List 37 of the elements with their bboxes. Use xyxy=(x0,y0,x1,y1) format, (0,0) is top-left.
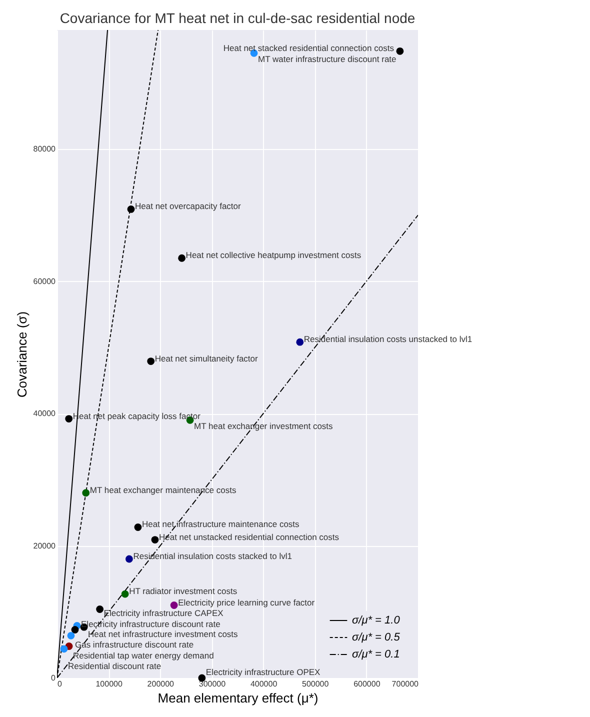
annotation: HT radiator investment costs xyxy=(129,586,238,596)
annotation: Electricity price learning curve factor xyxy=(178,597,315,608)
legend-label: σ/μ* = 0.1 xyxy=(352,648,400,660)
y-tick-label: 60000 xyxy=(33,276,56,286)
x-tick-label: 400000 xyxy=(250,680,278,688)
y-tick-label: 20000 xyxy=(33,541,56,550)
x-tick-label: 600000 xyxy=(354,680,381,688)
annotation: Heat net infrastructure maintenance costs xyxy=(142,519,300,530)
x-tick-label: 700000 xyxy=(392,680,420,688)
annotation: Electricity infrastructure CAPEX xyxy=(104,608,224,618)
y-tick-label: 40000 xyxy=(33,409,56,418)
x-tick-label: 0 xyxy=(58,680,62,688)
y-axis-title: Covariance (σ) xyxy=(14,311,30,398)
annotation: Heat net stacked residential connection costs xyxy=(223,43,394,54)
x-tick-label: 200000 xyxy=(147,680,175,688)
annotation: Residential insulation costs stacked to lvl1 xyxy=(133,550,292,561)
x-tick-label: 500000 xyxy=(302,680,330,688)
annotation: Gas infrastructure discount rate xyxy=(74,640,194,650)
annotation: Heat net collective heatpump investment costs xyxy=(186,250,362,260)
annotation: Residential tap water energy demand xyxy=(73,650,214,660)
annotation: MT heat exchanger investment costs xyxy=(194,421,333,432)
y-tick-label: 80000 xyxy=(33,144,56,154)
annotation: Heat net infrastructure investment costs xyxy=(88,629,238,640)
legend-label: σ/μ* = 0.5 xyxy=(352,632,401,644)
annotation: Electricity infrastructure OPEX xyxy=(206,667,321,677)
x-axis-title: Mean elementary effect (μ*) xyxy=(158,690,318,706)
annotation: Heat net overcapacity factor xyxy=(135,201,242,212)
annotation: Residential discount rate xyxy=(68,660,162,671)
annotation: Residential insulation costs unstacked to lvl1 xyxy=(304,334,472,344)
legend-label: σ/μ* = 1.0 xyxy=(352,614,401,626)
x-tick-label: 100000 xyxy=(96,680,123,688)
annotation: Heat net simultaneity factor xyxy=(154,353,258,364)
x-tick-label: 300000 xyxy=(198,680,226,688)
y-tick-label: 0 xyxy=(51,674,56,682)
chart-title: Covariance for MT heat net in cul-de-sac residential node xyxy=(60,10,416,26)
annotation: MT water infrastructure discount rate xyxy=(258,54,397,64)
annotation: MT heat exchanger maintenance costs xyxy=(90,484,236,495)
